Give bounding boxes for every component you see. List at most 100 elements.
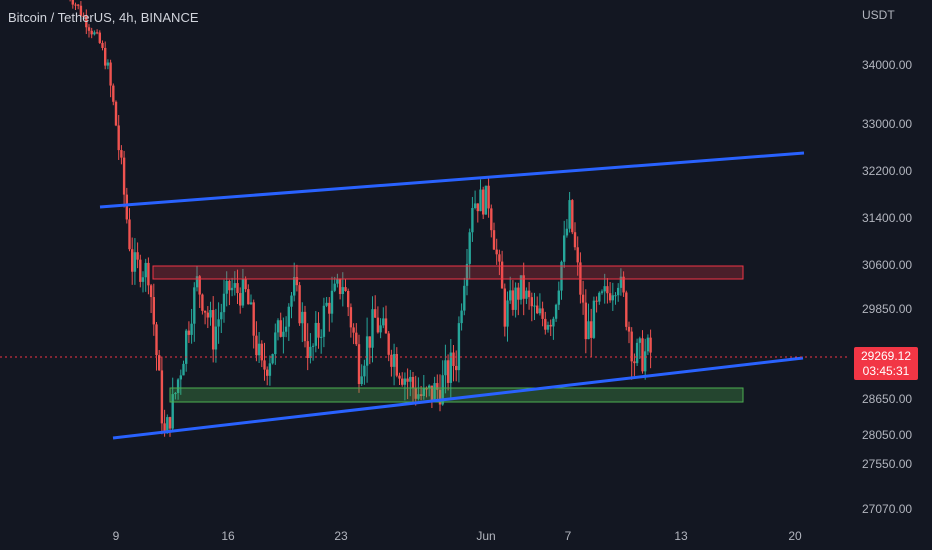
candle-body [201, 294, 204, 311]
price-axis[interactable]: USDT 34000.00 33000.00 32200.00 31400.00… [850, 0, 932, 550]
last-price-value: 29269.12 [860, 349, 912, 363]
candle-body [295, 277, 299, 286]
lower-channel-trendline[interactable] [112, 356, 804, 440]
candle-body [646, 337, 650, 352]
currency-label: USDT [862, 8, 895, 22]
candle-body [260, 343, 263, 361]
candle-body [125, 194, 128, 220]
candle-body [117, 125, 120, 151]
candle-body [268, 363, 272, 376]
candle-body [287, 306, 290, 327]
candle-body [422, 388, 425, 397]
time-axis[interactable]: 9 16 23 Jun 7 13 20 [0, 524, 850, 550]
candle-body [322, 305, 326, 337]
candle-body [525, 290, 528, 299]
candle-body [384, 318, 388, 334]
candle-body [506, 300, 509, 327]
candle-body [252, 302, 255, 336]
candle-body [74, 4, 77, 6]
candle-body [479, 189, 482, 212]
candle-body [436, 383, 439, 390]
candle-body [552, 318, 555, 327]
candle-body [376, 317, 380, 333]
candle-body [284, 326, 288, 332]
candle-body [320, 336, 323, 338]
candle-body [239, 293, 242, 306]
candle-body [95, 32, 99, 34]
candle-body [630, 331, 633, 362]
candle-body [398, 375, 401, 379]
candle-body [133, 252, 137, 272]
candle-body [608, 293, 612, 301]
candle-body [104, 47, 107, 66]
chart-area[interactable]: Bitcoin / TetherUS, 4h, BINANCE [0, 0, 850, 550]
candle-body [174, 392, 177, 395]
candle-body [171, 394, 174, 429]
candle-body [282, 331, 285, 337]
candle-body [314, 322, 317, 346]
candle-body [306, 341, 309, 359]
candle-body [357, 344, 361, 384]
candle-body [633, 361, 636, 364]
candle-body [541, 308, 544, 319]
candle-body [471, 208, 474, 233]
candle-body [563, 235, 566, 262]
candle-body [182, 363, 185, 376]
candle-body [387, 333, 390, 355]
candle-body [382, 318, 385, 326]
candle-body [392, 354, 396, 367]
time-tick: 16 [221, 529, 235, 543]
candle-body [514, 287, 517, 310]
candle-body [274, 332, 277, 355]
candle-body [463, 285, 466, 311]
candle-body [419, 394, 423, 397]
chart-symbol-title[interactable]: Bitcoin / TetherUS, 4h, BINANCE [8, 10, 199, 25]
candle-body [220, 312, 223, 320]
candle-body [576, 247, 579, 263]
candle-body [568, 200, 571, 229]
candle-body [290, 295, 293, 307]
candle-body [139, 259, 142, 282]
candle-body [611, 295, 614, 301]
candle-body [517, 287, 520, 300]
candle-body [333, 283, 336, 291]
candle-body [473, 203, 477, 209]
support-zone [169, 387, 744, 403]
candle-body [487, 185, 490, 209]
time-tick: Jun [476, 529, 496, 543]
candle-body [503, 288, 506, 327]
candle-body [166, 417, 169, 434]
candle-body [638, 338, 641, 343]
candle-body [317, 322, 320, 338]
candle-body [160, 370, 164, 424]
candle-body [112, 85, 115, 102]
candle-body [606, 286, 609, 294]
candle-body [390, 354, 393, 367]
candle-body [565, 228, 569, 236]
candle-body [198, 276, 201, 295]
candle-body [87, 27, 91, 31]
price-tick: 34000.00 [862, 58, 913, 72]
candle-body [641, 338, 644, 372]
candle-body [301, 311, 304, 324]
candle-body [600, 291, 604, 293]
candle-body [193, 287, 196, 324]
candle-body [141, 277, 145, 282]
candle-body [266, 369, 269, 376]
candle-body [328, 302, 331, 314]
candle-body [455, 365, 458, 371]
candle-body [303, 311, 307, 342]
chart-svg[interactable] [0, 0, 850, 524]
candle-body [85, 15, 88, 28]
candle-body [212, 310, 215, 350]
candle-body [438, 389, 442, 405]
candle-body [530, 297, 533, 307]
candle-body [649, 337, 652, 353]
candle-body [573, 232, 577, 248]
candlestick-series [69, 0, 652, 437]
candle-body [554, 304, 558, 319]
candle-body [271, 354, 274, 364]
candle-body [147, 262, 150, 286]
upper-channel-trendline[interactable] [99, 151, 805, 209]
candle-body [158, 355, 161, 371]
